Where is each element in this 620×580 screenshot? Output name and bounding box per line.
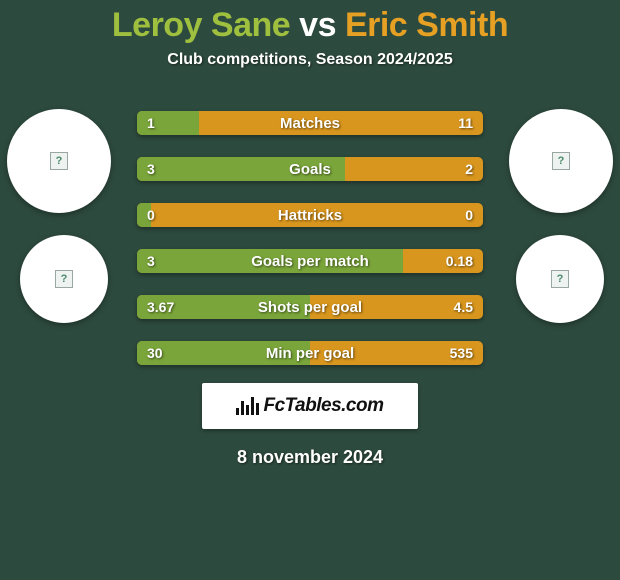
stat-label: Min per goal — [137, 341, 483, 365]
stat-bar: 30.18Goals per match — [137, 249, 483, 273]
player1-club-avatar — [20, 235, 108, 323]
stats-area: 111Matches 32Goals 00Hattricks 30.18Goals p… — [0, 111, 620, 468]
bar-chart-icon — [236, 397, 259, 415]
comparison-title: Leroy Sane vs Eric Smith — [0, 0, 620, 45]
stat-bar: 32Goals — [137, 157, 483, 181]
stat-label: Hattricks — [137, 203, 483, 227]
stat-bar: 111Matches — [137, 111, 483, 135]
broken-image-icon — [50, 152, 68, 170]
subtitle: Club competitions, Season 2024/2025 — [0, 51, 620, 69]
stat-label: Matches — [137, 111, 483, 135]
fctables-text: FcTables.com — [263, 395, 383, 417]
player1-avatar — [7, 109, 111, 213]
player2-club-avatar — [516, 235, 604, 323]
stat-bar: 3.674.5Shots per goal — [137, 295, 483, 319]
stat-label: Shots per goal — [137, 295, 483, 319]
broken-image-icon — [551, 270, 569, 288]
stat-bars-container: 111Matches 32Goals 00Hattricks 30.18Goals p… — [137, 111, 483, 365]
player2-avatar — [509, 109, 613, 213]
broken-image-icon — [552, 152, 570, 170]
date-text: 8 november 2024 — [0, 447, 620, 468]
stat-label: Goals — [137, 157, 483, 181]
player1-name: Leroy Sane — [112, 6, 290, 44]
stat-bar: 00Hattricks — [137, 203, 483, 227]
broken-image-icon — [55, 270, 73, 288]
player2-name: Eric Smith — [345, 6, 508, 44]
stat-label: Goals per match — [137, 249, 483, 273]
fctables-logo[interactable]: FcTables.com — [202, 383, 418, 429]
vs-text: vs — [299, 6, 336, 44]
stat-bar: 30535Min per goal — [137, 341, 483, 365]
